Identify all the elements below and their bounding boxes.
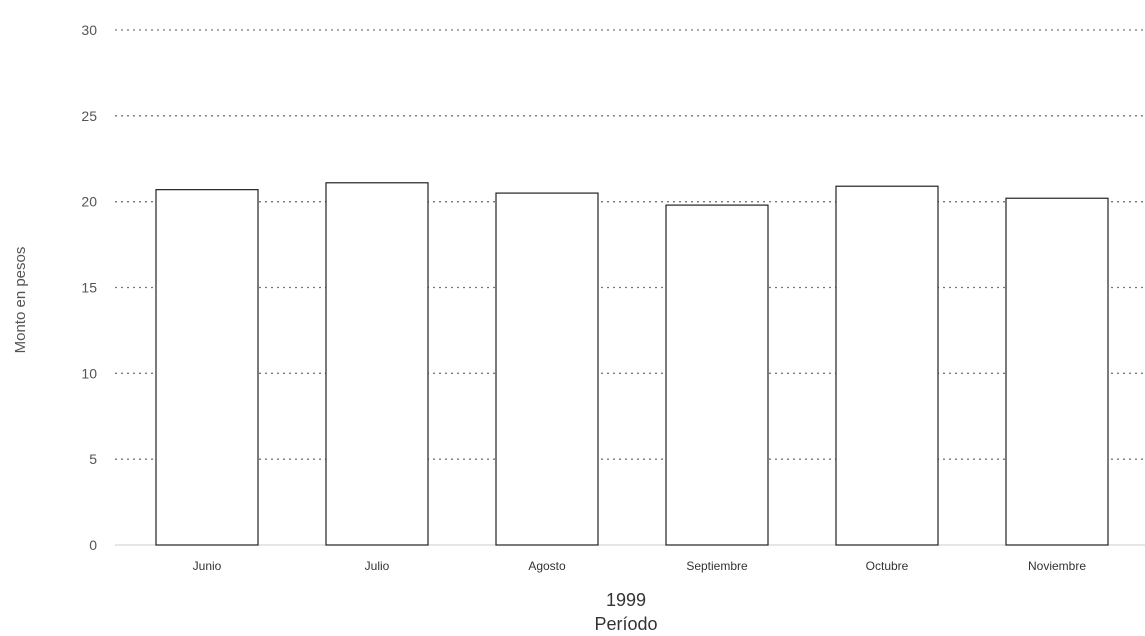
bar-noviembre (1005, 197, 1109, 546)
bar-junio (155, 189, 259, 546)
bars (155, 182, 1109, 546)
y-axis-ticks: 0 5 10 15 20 25 30 (81, 22, 97, 553)
x-category-label: Octubre (866, 559, 909, 573)
bar-octubre (835, 185, 939, 546)
bar-agosto (495, 192, 599, 546)
x-axis-year-label: 1999 (606, 590, 646, 610)
bar-septiembre (665, 204, 769, 546)
bar-julio (325, 182, 429, 546)
x-category-label: Septiembre (686, 559, 748, 573)
x-category-label: Agosto (528, 559, 566, 573)
y-axis-label: Monto en pesos (12, 247, 29, 354)
y-tick-label: 15 (81, 280, 97, 296)
gridlines (115, 29, 1145, 460)
y-tick-label: 5 (89, 451, 97, 467)
y-tick-label: 30 (81, 22, 97, 38)
y-tick-label: 20 (81, 194, 97, 210)
x-category-label: Julio (365, 559, 390, 573)
x-axis-title: Período (594, 614, 657, 634)
y-tick-label: 0 (89, 537, 97, 553)
x-category-label: Junio (193, 559, 222, 573)
y-tick-label: 10 (81, 365, 97, 381)
x-axis-category-labels: Junio Julio Agosto Septiembre Octubre Noviemb… (193, 559, 1087, 573)
x-category-label: Noviembre (1028, 559, 1086, 573)
y-tick-label: 25 (81, 108, 97, 124)
